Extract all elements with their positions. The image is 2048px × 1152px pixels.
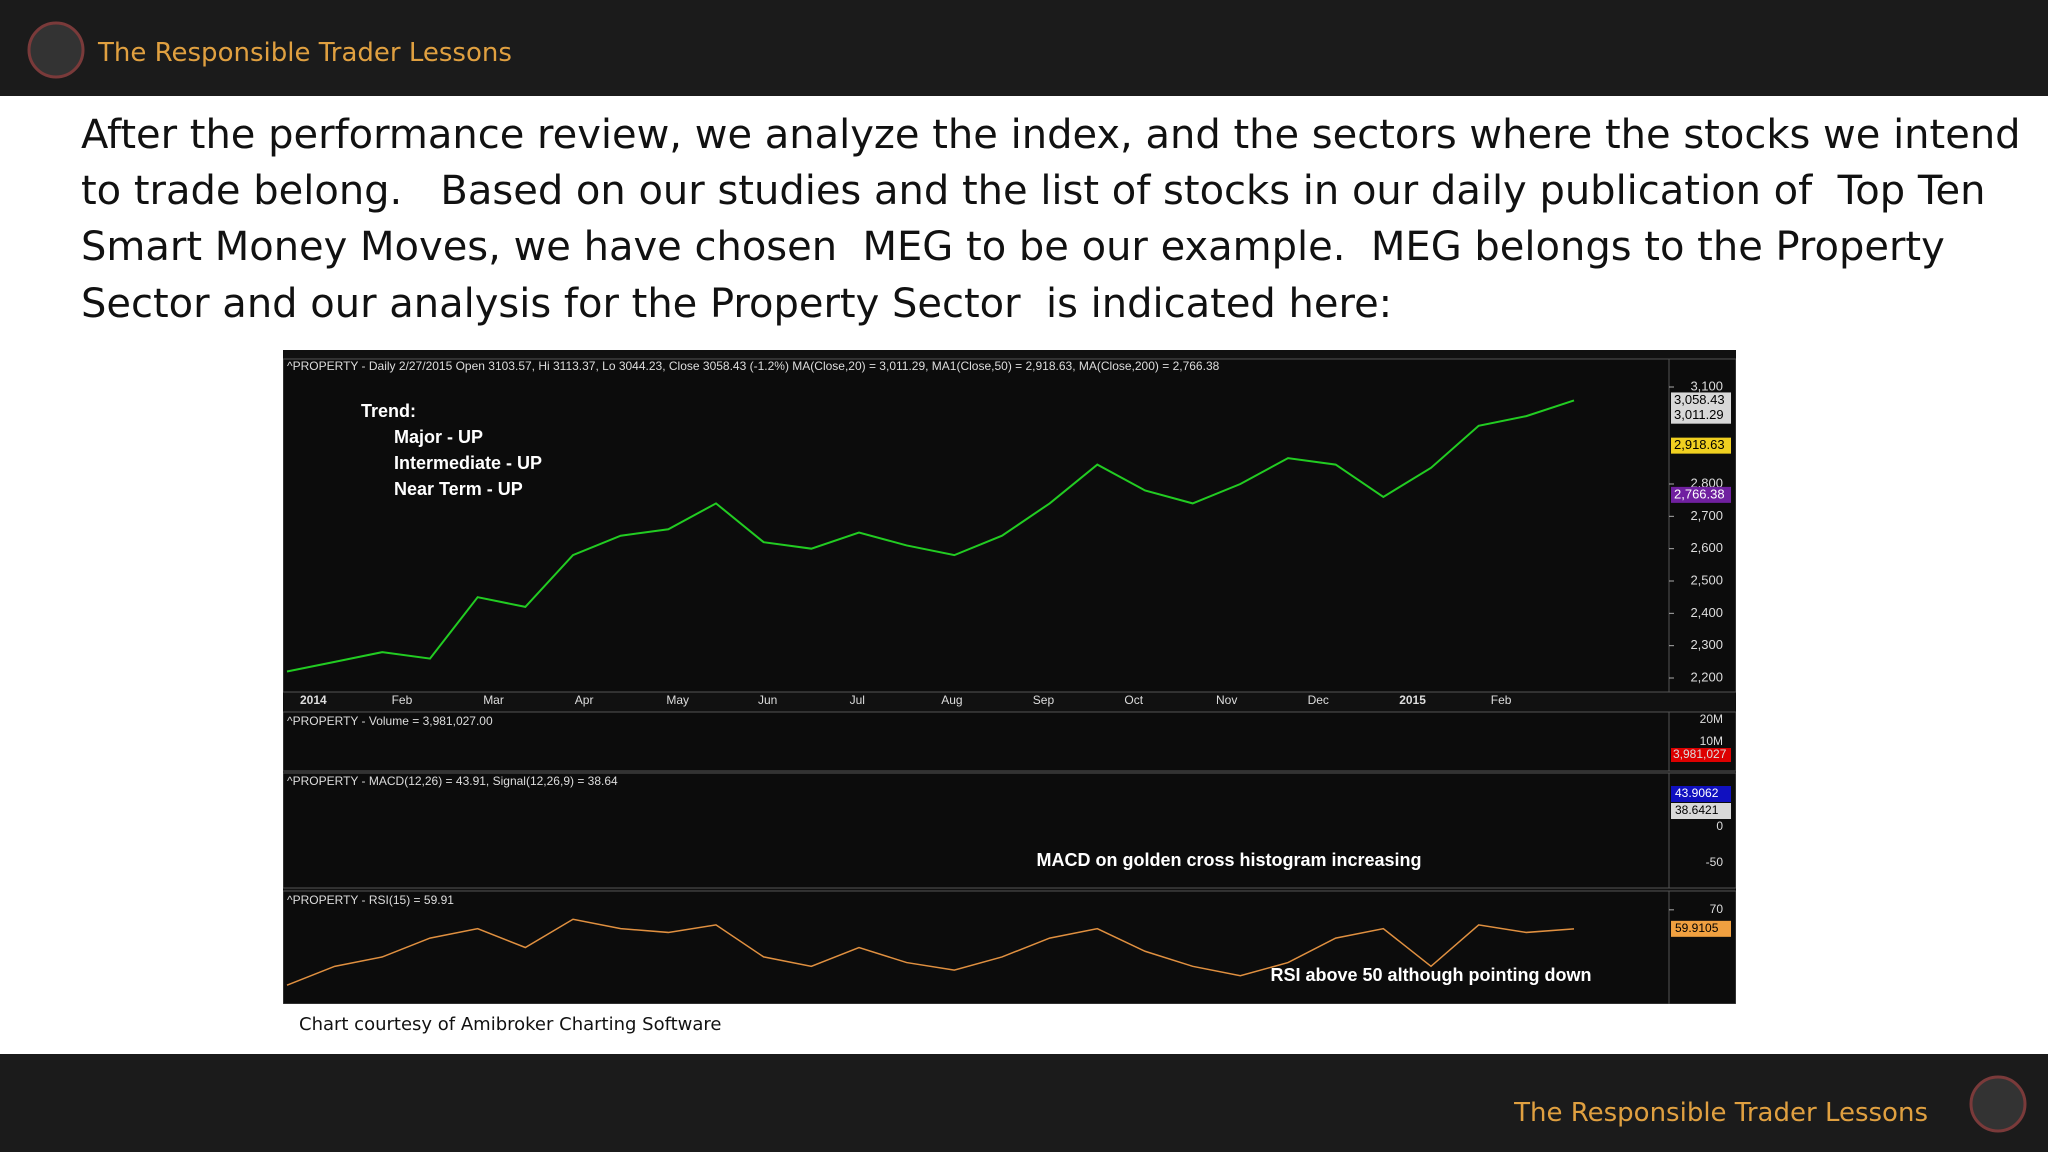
tag — [1671, 786, 1731, 802]
x-tick-label: Jun — [758, 693, 777, 707]
panel-title: ^PROPERTY - Volume = 3,981,027.00 — [287, 714, 493, 728]
annotation: Near Term - UP — [394, 479, 523, 499]
tag-label: 43.9062 — [1675, 786, 1719, 800]
y-tick-label: 2,200 — [1690, 669, 1723, 684]
chart: ^PROPERTY - Daily 2/27/2015 Open 3103.57… — [283, 350, 1736, 1004]
y-tick-label: 10M — [1700, 734, 1723, 748]
y-tick-label: 2,600 — [1690, 540, 1723, 555]
price-tag-label: 2,918.63 — [1674, 437, 1725, 452]
x-tick-label: 2014 — [300, 693, 327, 707]
price-tag-label: 3,058.43 — [1674, 392, 1725, 407]
x-tick-label: Mar — [483, 693, 504, 707]
price-tag-label: 3,011.29 — [1674, 407, 1724, 422]
y-tick-label: 3,100 — [1690, 378, 1723, 393]
annotation: Intermediate - UP — [394, 453, 542, 473]
price-tag — [1671, 407, 1731, 424]
panel-title: ^PROPERTY - MACD(12,26) = 43.91, Signal(… — [287, 774, 618, 788]
y-tick-label: 2,700 — [1690, 508, 1723, 523]
footer-title: The Responsible Trader Lessons — [1514, 1098, 1928, 1128]
x-tick-label: Nov — [1216, 693, 1237, 707]
x-tick-label: Apr — [575, 693, 594, 707]
body-line: After the performance review, we analyze… — [81, 112, 2021, 158]
y-tick-label: -50 — [1706, 855, 1724, 869]
y-tick-label: 2,500 — [1690, 572, 1723, 587]
y-tick-label: 2,400 — [1690, 605, 1723, 620]
logo — [27, 21, 85, 79]
annotation: Trend: — [361, 401, 416, 421]
x-tick-label: 2015 — [1399, 693, 1426, 707]
footer-bar: The Responsible Trader Lessons — [0, 1054, 2048, 1152]
annotation: Major - UP — [394, 427, 483, 447]
axis-panel — [1668, 890, 1736, 1004]
price-tag — [1671, 437, 1731, 454]
annotation: MACD on golden cross histogram increasin… — [1036, 850, 1421, 870]
tag-label: 59.9105 — [1675, 921, 1719, 935]
panel — [283, 890, 1670, 1004]
x-tick-label: May — [666, 693, 689, 707]
x-tick-label: Dec — [1308, 693, 1329, 707]
x-tick-label: Sep — [1033, 693, 1055, 707]
annotation: RSI above 50 although pointing down — [1271, 965, 1592, 985]
price-tag — [1671, 486, 1731, 503]
y-tick-label: 2,800 — [1690, 475, 1723, 490]
panel-title: ^PROPERTY - Daily 2/27/2015 Open 3103.57… — [287, 359, 1220, 373]
x-tick-label: Jul — [850, 693, 865, 707]
price-tag-label: 2,766.38 — [1674, 486, 1725, 501]
header-title: The Responsible Trader Lessons — [98, 38, 512, 68]
y-tick-label: 70 — [1710, 902, 1724, 916]
logo — [1969, 1075, 2027, 1133]
tag-label: 3,981,027 — [1673, 747, 1727, 761]
x-tick-label: Feb — [392, 693, 413, 707]
caption: Chart courtesy of Amibroker Charting Sof… — [299, 1014, 722, 1035]
y-tick-label: 20M — [1700, 712, 1723, 726]
tag — [1671, 920, 1731, 937]
x-tick-label: Oct — [1124, 693, 1143, 707]
body-line: Sector and our analysis for the Property… — [81, 281, 1393, 327]
panel — [283, 772, 1670, 889]
tag-label: 38.6421 — [1675, 803, 1719, 817]
header-bar: The Responsible Trader Lessons — [0, 0, 2048, 96]
tag — [1671, 803, 1731, 819]
x-tick-label: Aug — [941, 693, 962, 707]
body-line: Smart Money Moves, we have chosen MEG to… — [81, 224, 1945, 270]
x-tick-label: Feb — [1491, 693, 1512, 707]
price-tag — [1671, 392, 1731, 409]
rsi-line — [286, 918, 1575, 986]
tag — [1671, 748, 1731, 762]
close-line — [286, 399, 1575, 673]
panel — [283, 358, 1670, 693]
y-tick-label: 0 — [1716, 819, 1723, 833]
y-tick-label: 2,300 — [1690, 637, 1723, 652]
body-line: to trade belong. Based on our studies an… — [81, 168, 1986, 214]
panel-title: ^PROPERTY - RSI(15) = 59.91 — [287, 893, 454, 907]
